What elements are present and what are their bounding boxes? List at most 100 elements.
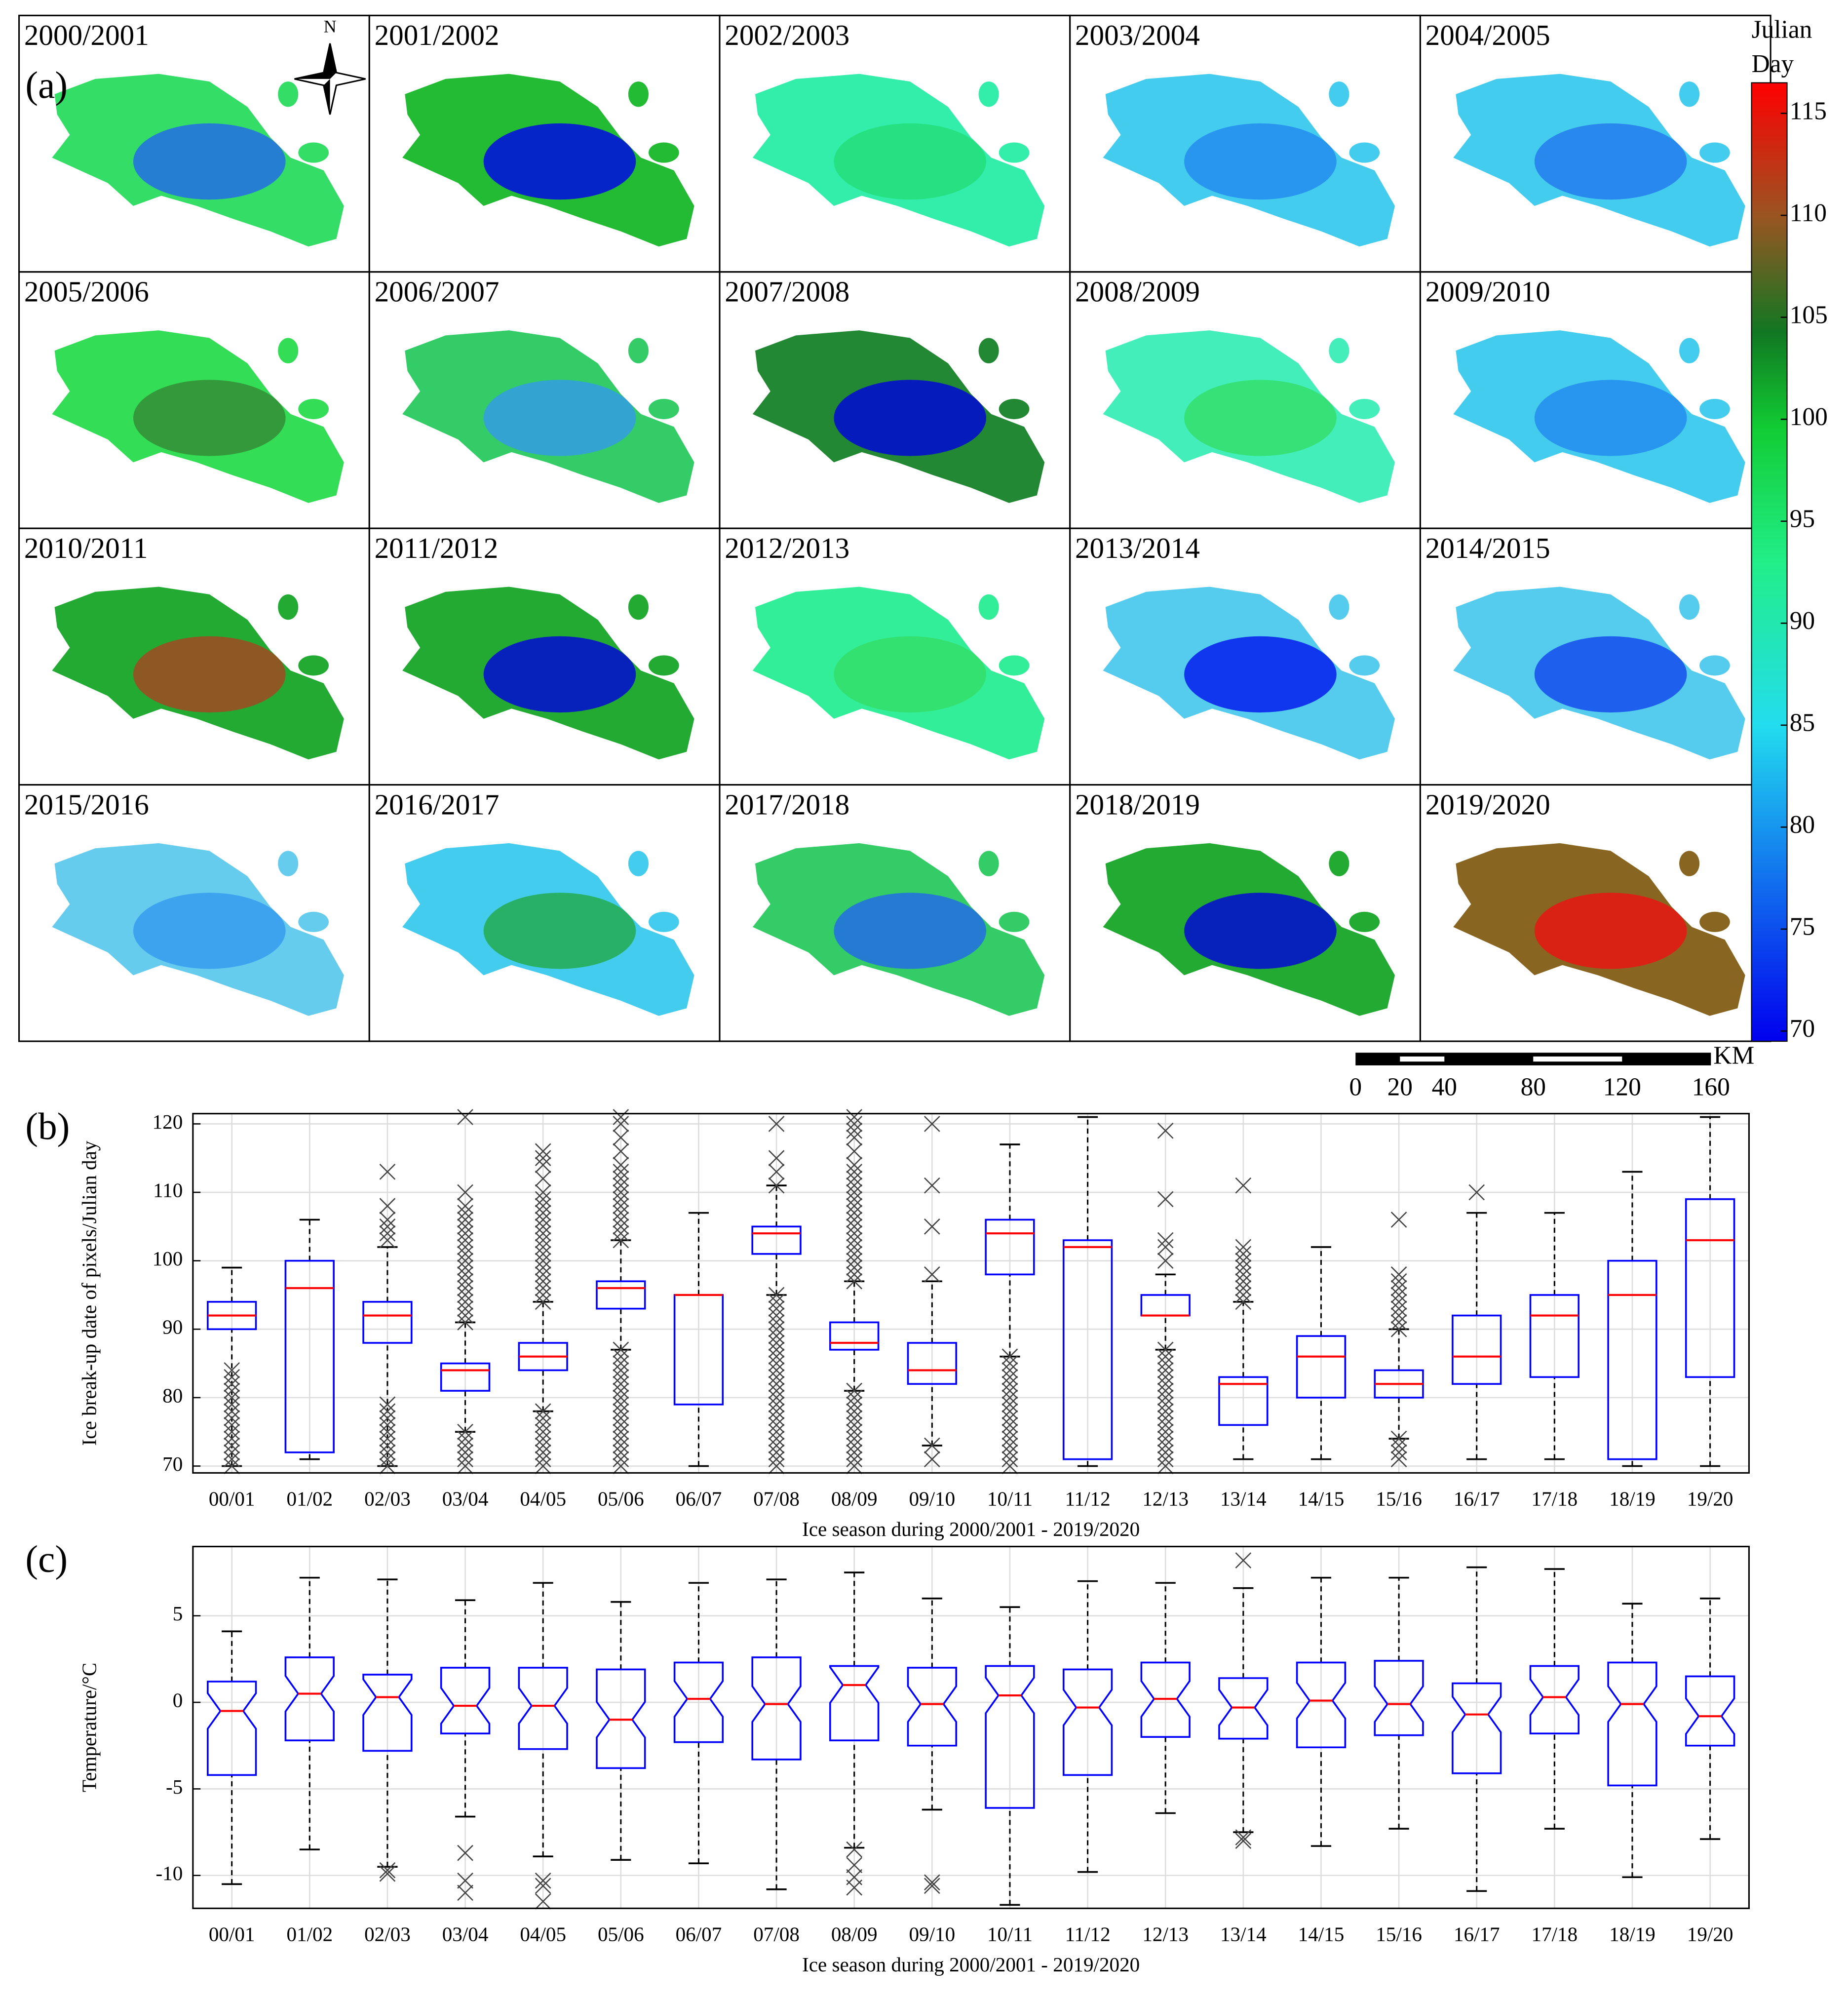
outlier: [535, 1184, 551, 1201]
outlier: [846, 1143, 863, 1160]
box: [1685, 1198, 1735, 1378]
outlier: [379, 1218, 396, 1235]
island: [1679, 851, 1700, 876]
x-tick-label: 15/16: [1376, 1487, 1422, 1510]
lake-patch: [483, 380, 636, 456]
outlier: [1390, 1430, 1407, 1447]
outlier: [846, 1857, 863, 1874]
scalebar-label: 40: [1432, 1073, 1457, 1101]
island: [278, 81, 299, 107]
outlier: [1390, 1451, 1407, 1467]
x-tick-label: 04/05: [520, 1922, 566, 1945]
outlier: [768, 1382, 785, 1399]
lake-patch: [483, 636, 636, 713]
outlier: [846, 1430, 863, 1447]
box: [751, 1225, 802, 1255]
outlier: [613, 1403, 629, 1419]
outlier: [224, 1396, 240, 1413]
outlier: [768, 1375, 785, 1392]
outlier: [924, 1266, 940, 1283]
outlier: [535, 1218, 551, 1235]
tile-label: 2011/2012: [375, 532, 499, 564]
scalebar-label: 20: [1387, 1073, 1413, 1101]
x-tick-label: 06/07: [676, 1922, 722, 1945]
outlier: [924, 1874, 940, 1891]
outlier: [224, 1444, 240, 1461]
island: [628, 594, 649, 620]
island: [1349, 655, 1380, 676]
colorbar-title: Day: [1752, 50, 1794, 78]
outlier: [457, 1287, 473, 1303]
outlier: [457, 1280, 473, 1296]
colorbar-tick-label: 110: [1790, 199, 1827, 227]
outlier: [846, 1423, 863, 1440]
outlier: [1001, 1416, 1018, 1433]
island: [978, 81, 999, 107]
box: [1685, 1675, 1735, 1747]
outlier: [613, 1416, 629, 1433]
island: [1699, 655, 1730, 676]
outlier: [1235, 1239, 1252, 1255]
box: [1607, 1661, 1657, 1787]
box: [1062, 1668, 1113, 1776]
outlier: [924, 1878, 940, 1894]
tile-label: 2014/2015: [1425, 532, 1550, 564]
outlier: [535, 1198, 551, 1215]
tile-label: 2017/2018: [725, 788, 849, 821]
outlier: [924, 1218, 940, 1235]
island: [1699, 398, 1730, 420]
map-tile: 2013/2014: [1069, 527, 1421, 786]
outlier: [535, 1430, 551, 1447]
outlier: [768, 1314, 785, 1331]
x-tick-label: 13/14: [1220, 1487, 1267, 1510]
colorbar-tick-label: 85: [1790, 709, 1815, 737]
x-tick-label: 16/17: [1454, 1487, 1500, 1510]
outlier: [613, 1129, 629, 1146]
outlier: [224, 1389, 240, 1406]
box: [1452, 1314, 1502, 1385]
outlier: [1235, 1287, 1252, 1303]
scalebar-label: 80: [1521, 1073, 1546, 1101]
lake-patch: [133, 636, 286, 713]
outlier: [1001, 1437, 1018, 1454]
outlier: [768, 1369, 785, 1385]
island: [978, 594, 999, 620]
outlier: [768, 1416, 785, 1433]
box: [1296, 1661, 1347, 1749]
island: [628, 338, 649, 363]
map-tile: 2016/2017: [368, 784, 721, 1042]
outlier: [768, 1410, 785, 1426]
outlier: [846, 1164, 863, 1180]
outlier: [768, 1341, 785, 1358]
outlier: [846, 1841, 863, 1858]
x-tick-label: 06/07: [676, 1487, 722, 1510]
outlier: [768, 1150, 785, 1167]
outlier: [846, 1458, 863, 1474]
outlier: [457, 1273, 473, 1290]
island: [278, 594, 299, 620]
outlier: [613, 1177, 629, 1194]
outlier: [224, 1362, 240, 1378]
outlier: [846, 1198, 863, 1215]
tile-label: 2005/2006: [24, 275, 149, 308]
outlier: [224, 1369, 240, 1385]
y-axis-label: Temperature/°C: [78, 1663, 101, 1792]
outlier: [1157, 1232, 1174, 1249]
map-tile: 2000/2001: [18, 14, 370, 273]
outlier: [1001, 1396, 1018, 1413]
outlier: [379, 1410, 396, 1426]
x-axis-label: Ice season during 2000/2001 - 2019/2020: [802, 1518, 1140, 1540]
island: [298, 398, 329, 420]
outlier: [1390, 1300, 1407, 1317]
outlier: [1157, 1410, 1174, 1426]
map-tile: 2012/2013: [719, 527, 1071, 786]
island: [1329, 338, 1349, 363]
outlier: [613, 1348, 629, 1365]
outlier: [613, 1451, 629, 1467]
tile-label: 2012/2013: [725, 532, 849, 564]
outlier: [1390, 1273, 1407, 1290]
tile-label: 2002/2003: [725, 19, 849, 51]
outlier: [846, 1109, 863, 1125]
outlier: [224, 1437, 240, 1454]
x-axis-label: Ice season during 2000/2001 - 2019/2020: [802, 1953, 1140, 1976]
